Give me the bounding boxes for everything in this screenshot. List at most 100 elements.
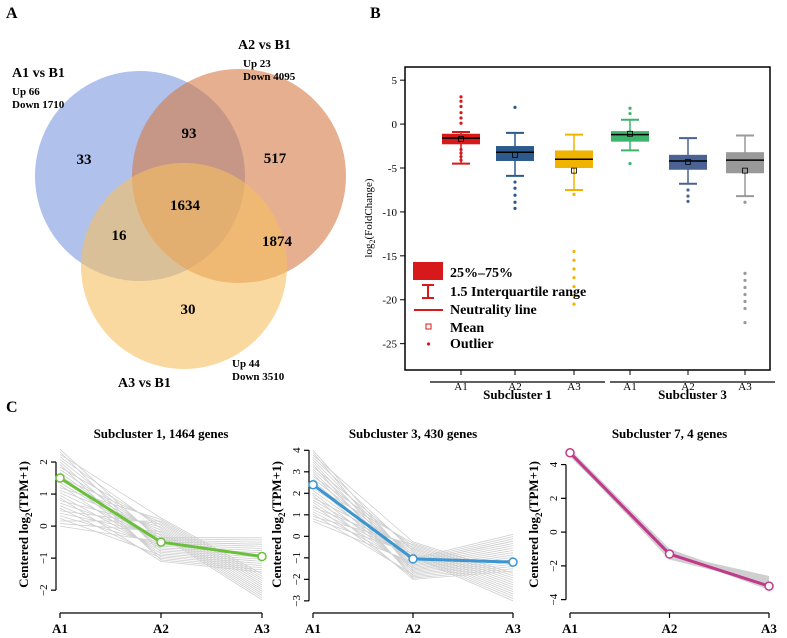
box-outlier (513, 200, 517, 204)
venn-set-a2-up: Up 23 (243, 58, 271, 70)
panel-a-letter: A (6, 5, 18, 22)
gene-profile-line (312, 468, 514, 602)
venn-count-all: 1634 (170, 198, 201, 214)
x-tick-label: A1 (305, 621, 321, 636)
gene-profile-line (569, 455, 770, 579)
box-outlier (513, 180, 517, 184)
gene-profile-line (59, 466, 263, 586)
venn-set-a2-name: A2 vs B1 (238, 38, 291, 53)
gene-profile-line (312, 475, 514, 581)
venn-set-a1-down: Down 1710 (12, 99, 65, 111)
gene-profile-line (569, 455, 770, 586)
legend-mean-label: Mean (450, 321, 484, 336)
line-chart-y-label: Centered log2(TPM+1) (16, 461, 34, 588)
gene-profile-line (312, 502, 514, 569)
box-iqr (669, 154, 707, 170)
box-outlier (743, 306, 747, 311)
venn-set-a2-down: Down 4095 (243, 71, 296, 83)
box-mean (571, 167, 577, 174)
gene-profile-line (312, 471, 514, 567)
box-outlier (459, 95, 463, 99)
venn-count-a2-a3: 1874 (262, 234, 293, 250)
y-tick-label: 0 (291, 533, 303, 539)
y-tick-label: 0 (38, 523, 50, 529)
line-chart-y-label: Centered log2(TPM+1) (269, 461, 287, 588)
series-point (508, 557, 518, 567)
series-point (764, 581, 774, 591)
gene-profile-line (312, 504, 514, 578)
series-point (308, 479, 318, 490)
gene-profile-line (59, 451, 263, 560)
line-chart-title: Subcluster 7, 4 genes (612, 426, 727, 441)
gene-profile-line (569, 454, 770, 580)
box-outlier (743, 320, 747, 325)
gene-profile-line (569, 449, 770, 588)
box-outlier (459, 99, 463, 103)
x-tick-label: A3 (738, 381, 752, 393)
box-outlier (628, 106, 632, 110)
line-chart-subcluster-3: −3 −2 −1 0 1 2 3 4 A1 A2 A3 Subcluster 3, 430 genes… (269, 426, 521, 636)
x-tick-label: A2 (405, 621, 421, 636)
y-tick-label: −2 (38, 584, 50, 596)
x-tick-label: A1 (623, 381, 636, 393)
gene-profile-line (312, 464, 514, 579)
gene-profile-line (569, 454, 770, 580)
gene-profile-line (569, 453, 770, 588)
legend-outlier-label: Outlier (450, 337, 494, 352)
y-tick-label: -10 (382, 207, 397, 219)
x-tick-label: A3 (761, 621, 777, 636)
gene-profile-line (59, 477, 263, 581)
box-outlier (686, 188, 690, 192)
x-tick-label: A3 (567, 381, 581, 393)
box-outlier (572, 258, 576, 262)
series-point (257, 551, 267, 562)
series-point (565, 448, 575, 458)
boxplot-chart: 5 0 -5 -10 -15 -20 -25 A1 A2 A3 A1 A2 A3 Subcluster 1… (363, 66, 775, 402)
legend-box-label: 25%–75% (450, 266, 513, 281)
gene-profile-line (312, 461, 514, 570)
gene-profile-line (569, 453, 770, 585)
box-outlier (459, 121, 463, 125)
box-outlier (572, 302, 576, 306)
gene-profile-line (59, 500, 263, 588)
group-label: Subcluster 3 (658, 387, 727, 402)
box-outlier (459, 104, 463, 109)
x-tick-label: A1 (562, 621, 578, 636)
x-tick-label: A2 (153, 621, 169, 636)
gene-profile-line (59, 464, 263, 571)
line-chart-subcluster-1: −2 −1 0 1 2 A1 A2 A3 Subcluster 1, 1464 genes Cen… (16, 426, 270, 636)
line-chart-title: Subcluster 3, 430 genes (349, 426, 477, 441)
gene-profile-line (312, 497, 514, 588)
y-tick-label: 4 (291, 447, 303, 453)
series-point (156, 537, 166, 547)
gene-profile-line (59, 479, 263, 596)
x-tick-label: A2 (662, 621, 678, 636)
gene-profile-line (569, 451, 770, 586)
box-outlier (572, 249, 576, 254)
legend-whisker-label: 1.5 Interquartile range (450, 285, 586, 300)
boxplot-content: 5 0 -5 -10 -15 -20 -25 A1 A2 A3 A1 A2 A3 Subcluster 1… (382, 75, 775, 402)
venn-count-a3-only: 30 (181, 302, 196, 318)
y-tick-label: −4 (548, 593, 560, 605)
box-outlier (572, 293, 576, 297)
box-outlier (459, 147, 463, 152)
box-mean (627, 130, 633, 137)
box-outlier (743, 299, 747, 304)
x-tick-label: A3 (254, 621, 270, 636)
box-outlier (513, 186, 517, 190)
venn-set-a3-name: A3 vs B1 (118, 376, 171, 391)
venn-count-a2-only: 517 (264, 151, 287, 167)
y-tick-label: 0 (548, 529, 560, 535)
x-tick-label: A1 (52, 621, 68, 636)
series-line (568, 451, 770, 588)
gene-profile-line (569, 450, 770, 587)
line-chart-title: Subcluster 1, 1464 genes (94, 426, 229, 441)
gene-profile-line (59, 512, 263, 598)
panel-b-letter: B (370, 5, 381, 22)
gene-profile-line (569, 451, 770, 583)
legend-box-swatch (413, 262, 443, 280)
box-outlier (572, 276, 576, 280)
box-outlier (459, 158, 463, 162)
x-tick-label: A1 (454, 381, 467, 393)
